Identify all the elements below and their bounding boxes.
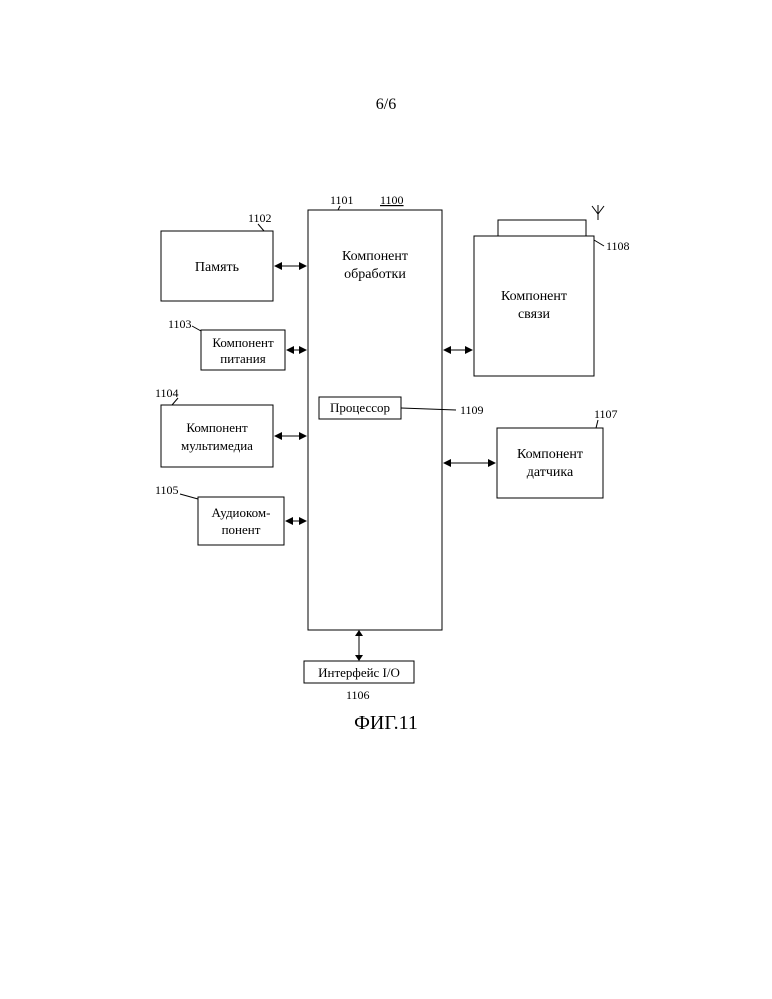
page: 6/6 Компонент обработки 1101 1100 Процес… — [0, 0, 772, 999]
processing-label-1: Компонент — [342, 249, 408, 264]
sensor-ref: 1107 — [594, 407, 618, 421]
arrow-processing-io — [355, 630, 363, 661]
audio-box: Аудиоком- понент 1105 — [155, 483, 284, 545]
io-box: Интерфейс I/O 1106 — [304, 661, 414, 702]
comm-ref: 1108 — [606, 239, 630, 253]
power-label-2: питания — [220, 351, 265, 366]
multimedia-label-1: Компонент — [186, 420, 248, 435]
io-label: Интерфейс I/O — [318, 665, 400, 680]
sensor-label-1: Компонент — [517, 447, 583, 462]
processor-ref: 1109 — [460, 403, 484, 417]
memory-box: Память 1102 — [161, 211, 273, 301]
processing-ref-1101: 1101 — [330, 193, 354, 207]
audio-ref: 1105 — [155, 483, 179, 497]
comm-box: Компонент связи 1108 — [474, 205, 630, 376]
comm-label-2: связи — [518, 307, 551, 322]
processing-label-2: обработки — [344, 267, 406, 282]
audio-label-1: Аудиоком- — [212, 505, 271, 520]
sensor-label-2: датчика — [527, 465, 574, 480]
processor-box: Процессор 1109 — [319, 397, 484, 419]
processor-label: Процессор — [330, 400, 390, 415]
io-ref: 1106 — [346, 688, 370, 702]
sensor-box: Компонент датчика 1107 — [497, 407, 618, 498]
multimedia-label-2: мультимедиа — [181, 438, 253, 453]
power-box: Компонент питания 1103 — [168, 317, 285, 370]
block-diagram: Компонент обработки 1101 1100 Процессор … — [0, 0, 772, 999]
figure-caption: ФИГ.11 — [0, 712, 772, 735]
memory-ref: 1102 — [248, 211, 272, 225]
antenna-icon — [592, 205, 604, 220]
power-label-1: Компонент — [212, 335, 274, 350]
comm-label-1: Компонент — [501, 289, 567, 304]
multimedia-box: Компонент мультимедиа 1104 — [155, 386, 273, 467]
processing-ref-1100: 1100 — [380, 193, 404, 207]
audio-label-2: понент — [222, 522, 261, 537]
memory-label: Память — [195, 260, 239, 275]
multimedia-ref: 1104 — [155, 386, 179, 400]
power-ref: 1103 — [168, 317, 192, 331]
